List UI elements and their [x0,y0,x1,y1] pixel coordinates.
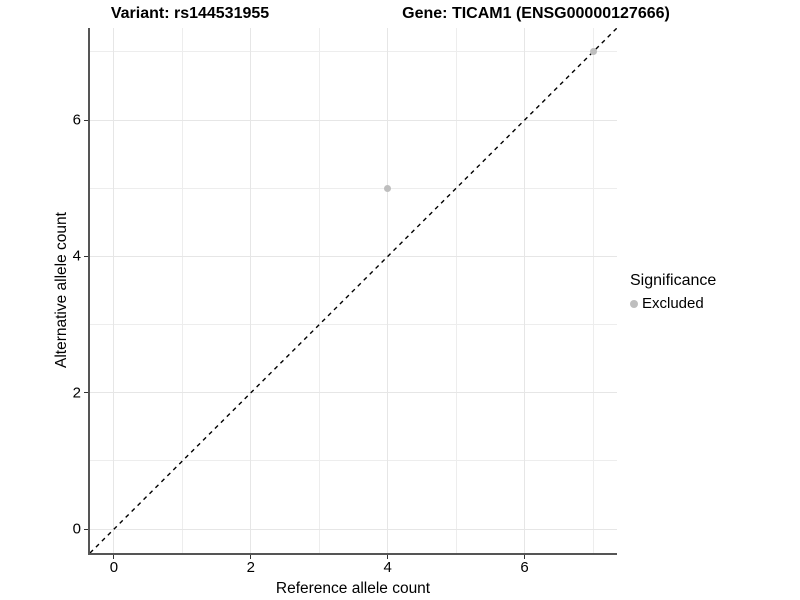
gridline-x-major [113,28,115,553]
y-tick-label: 6 [72,111,81,129]
legend-item-excluded: Excluded [630,295,716,312]
gridline-x-minor [455,28,457,553]
x-tick-mark [524,555,526,559]
gridline-y-major [90,392,617,394]
gridline-y-minor [90,187,617,189]
gridline-y-major [90,528,617,530]
x-tick-label: 0 [109,559,119,576]
identity-line [90,28,617,553]
y-tick-mark [84,392,88,394]
gridline-x-minor [181,28,183,553]
y-tick-mark [84,119,88,121]
legend: Significance Excluded [630,272,716,312]
x-tick-label: 4 [383,559,392,576]
x-tick-mark [387,555,389,559]
legend-title: Significance [630,272,717,289]
circle-marker-icon [630,299,638,308]
y-tick-label: 2 [72,384,81,402]
gridline-y-minor [90,324,617,326]
gridline-y-minor [90,460,617,462]
gridline-y-major [90,255,617,257]
gridline-x-minor [318,28,320,553]
gridline-y-major [90,119,617,121]
data-point [589,48,597,56]
y-tick-label: 0 [72,520,81,538]
gridline-y-minor [90,51,617,53]
gridline-x-major [250,28,252,553]
identity-line-layer [90,28,617,553]
x-tick-label: 6 [520,559,529,576]
x-axis-line [88,553,617,555]
y-tick-mark [84,528,88,530]
gridline-x-major [524,28,526,553]
y-tick-label: 4 [72,247,81,265]
legend-item-label: Excluded [642,295,704,312]
y-axis-line [88,28,90,553]
gridline-x-major [387,28,389,553]
x-tick-mark [113,555,115,559]
x-tick-mark [250,555,252,559]
variant-title: Variant: rs144531955 [110,5,270,22]
x-axis-title: Reference allele count [275,580,431,597]
gridline-x-minor [592,28,594,553]
gene-title: Gene: TICAM1 (ENSG00000127666) [402,5,670,22]
plot-panel [90,28,617,553]
data-point [384,184,392,192]
y-tick-mark [84,255,88,257]
x-tick-label: 2 [246,559,255,576]
